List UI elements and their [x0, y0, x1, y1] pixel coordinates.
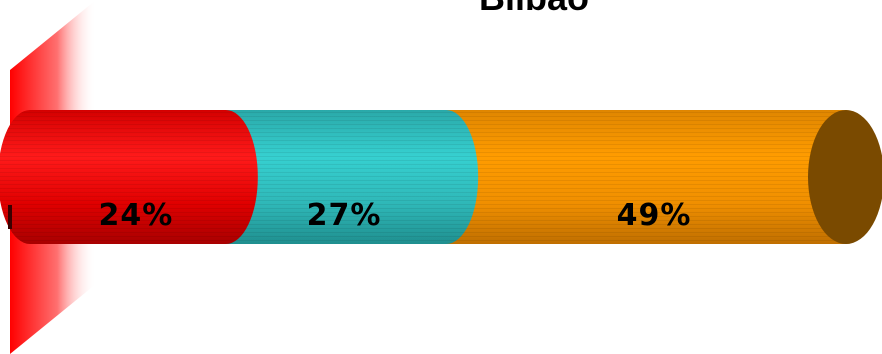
cylinder-segment-1	[0, 110, 258, 244]
segment-texture-1	[0, 110, 258, 244]
segment-texture-3	[414, 110, 878, 244]
data-label-3: 49%	[617, 198, 692, 233]
data-label-2: 27%	[307, 198, 382, 233]
cylinder-segment-3	[414, 110, 878, 244]
cylinder-bar	[0, 110, 882, 244]
segment-texture-2	[193, 110, 479, 244]
cylinder-segment-2	[193, 110, 479, 244]
chart-title: Bilbao	[479, 0, 589, 18]
data-labels: 24% 27% 49%	[99, 198, 692, 233]
cylinder-end-cap	[808, 110, 882, 244]
cylinder-left-edge	[8, 205, 12, 229]
data-label-1: 24%	[99, 198, 174, 233]
